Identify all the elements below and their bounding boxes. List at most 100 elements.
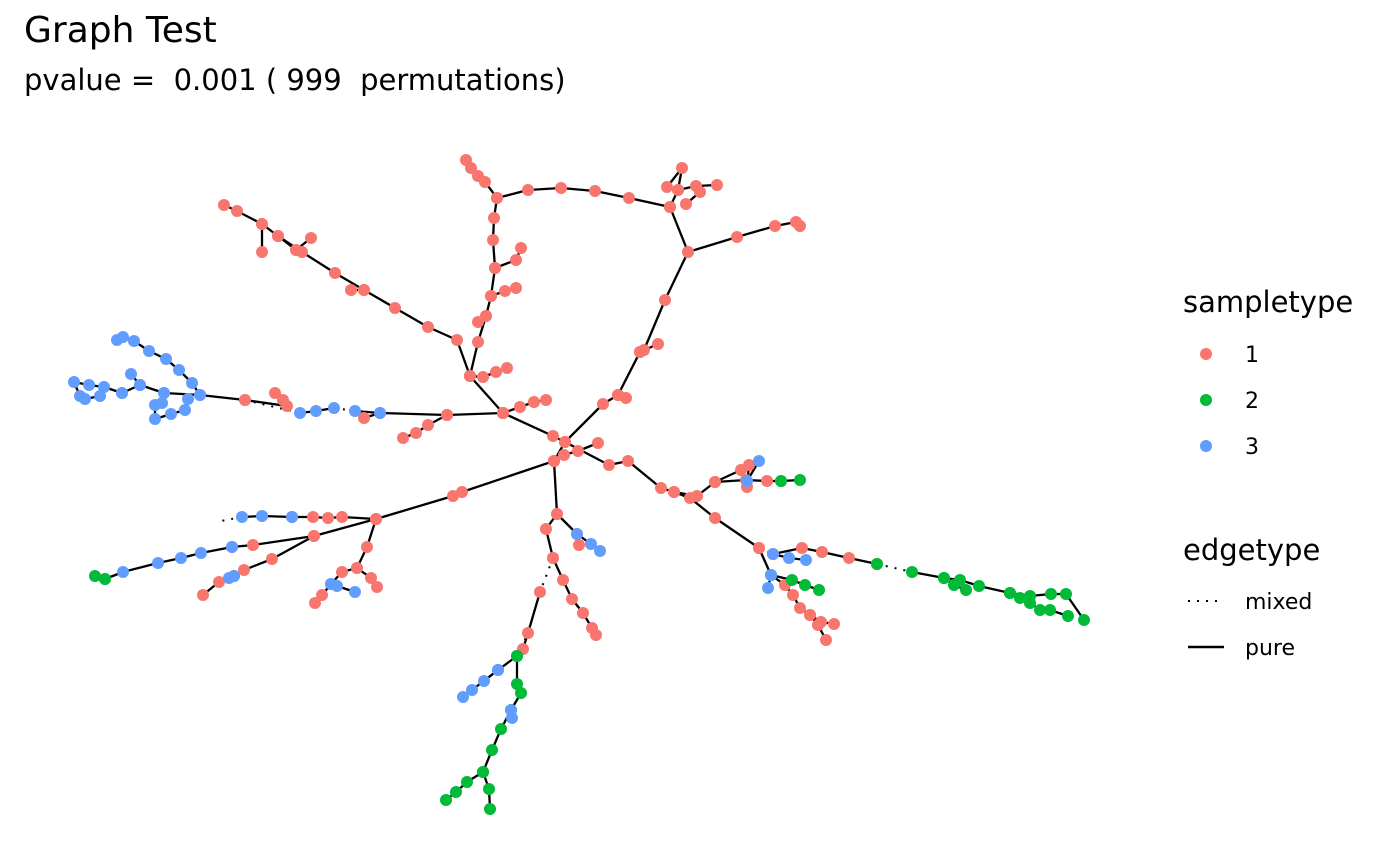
node-layer [68, 154, 1090, 815]
node-sampletype-1 [197, 589, 209, 601]
node-sampletype-3 [294, 407, 306, 419]
edge-pure [199, 393, 246, 402]
node-sampletype-1 [239, 394, 251, 406]
node-sampletype-2 [511, 650, 523, 662]
node-sampletype-1 [603, 459, 615, 471]
node-sampletype-1 [510, 254, 522, 266]
node-sampletype-3 [165, 408, 177, 420]
chart-title: Graph Test [24, 10, 217, 51]
node-sampletype-1 [307, 511, 319, 523]
node-sampletype-3 [753, 455, 765, 467]
node-sampletype-1 [269, 387, 281, 399]
node-sampletype-3 [286, 511, 298, 523]
node-sampletype-1 [743, 459, 755, 471]
node-sampletype-3 [506, 712, 518, 724]
node-sampletype-1 [272, 230, 284, 242]
node-sampletype-1 [472, 170, 484, 182]
node-sampletype-3 [143, 345, 155, 357]
node-sampletype-1 [472, 336, 484, 348]
node-sampletype-3 [79, 393, 91, 405]
legend-label-1: 1 [1245, 343, 1259, 368]
edge-pure [313, 517, 377, 538]
node-sampletype-2 [495, 723, 507, 735]
node-sampletype-3 [175, 552, 187, 564]
node-sampletype-1 [358, 284, 370, 296]
node-sampletype-1 [329, 267, 341, 279]
node-sampletype-3 [478, 675, 490, 687]
node-sampletype-2 [477, 766, 489, 778]
edge-pure [502, 411, 554, 438]
node-sampletype-1 [622, 455, 634, 467]
node-sampletype-3 [328, 402, 340, 414]
node-sampletype-1 [451, 334, 463, 346]
node-sampletype-3 [374, 407, 386, 419]
node-sampletype-2 [799, 579, 811, 591]
node-sampletype-2 [1044, 604, 1056, 616]
node-sampletype-1 [345, 284, 357, 296]
edge-pure [668, 206, 690, 253]
node-sampletype-1 [682, 246, 694, 258]
node-sampletype-1 [256, 218, 268, 230]
node-sampletype-1 [336, 566, 348, 578]
node-sampletype-1 [477, 371, 489, 383]
edge-pure [627, 460, 662, 489]
legend-key-2 [1200, 394, 1212, 406]
node-sampletype-1 [623, 192, 635, 204]
node-sampletype-3 [457, 691, 469, 703]
node-sampletype-2 [1078, 614, 1090, 626]
node-sampletype-1 [694, 186, 706, 198]
node-sampletype-1 [231, 205, 243, 217]
node-sampletype-1 [709, 476, 721, 488]
node-sampletype-1 [472, 316, 484, 328]
node-sampletype-3 [762, 582, 774, 594]
node-sampletype-3 [226, 541, 238, 553]
node-sampletype-1 [514, 401, 526, 413]
node-sampletype-1 [551, 508, 563, 520]
edge-pure [628, 196, 671, 209]
node-sampletype-1 [213, 576, 225, 588]
node-sampletype-2 [89, 570, 101, 582]
node-sampletype-1 [389, 302, 401, 314]
node-sampletype-1 [691, 490, 703, 502]
node-sampletype-1 [655, 482, 667, 494]
edge-pure [736, 224, 776, 239]
node-sampletype-1 [668, 486, 680, 498]
legend-key-1 [1200, 348, 1212, 360]
edge-pure [379, 411, 448, 417]
node-sampletype-1 [540, 394, 552, 406]
node-sampletype-1 [316, 589, 328, 601]
node-sampletype-3 [117, 566, 129, 578]
edge-pure [552, 460, 559, 515]
node-sampletype-1 [573, 539, 585, 551]
node-sampletype-1 [351, 562, 363, 574]
node-sampletype-3 [160, 353, 172, 365]
node-sampletype-1 [336, 511, 348, 523]
node-sampletype-2 [99, 573, 111, 585]
node-sampletype-1 [794, 602, 806, 614]
node-sampletype-1 [497, 407, 509, 419]
node-sampletype-2 [486, 744, 498, 756]
edge-pure [461, 459, 555, 494]
node-sampletype-1 [266, 553, 278, 565]
node-sampletype-2 [1004, 587, 1016, 599]
node-sampletype-1 [510, 282, 522, 294]
node-sampletype-3 [179, 404, 191, 416]
node-sampletype-3 [116, 387, 128, 399]
node-sampletype-1 [558, 449, 570, 461]
node-sampletype-1 [365, 572, 377, 584]
legend-title-edgetype: edgetype [1183, 533, 1320, 567]
node-sampletype-1 [652, 338, 664, 350]
edge-pure [455, 339, 472, 377]
node-sampletype-3 [149, 399, 161, 411]
node-sampletype-3 [152, 557, 164, 569]
node-sampletype-1 [661, 181, 673, 193]
node-sampletype-1 [557, 574, 569, 586]
node-sampletype-3 [194, 389, 206, 401]
node-sampletype-2 [871, 558, 883, 570]
node-sampletype-3 [349, 586, 361, 598]
node-sampletype-3 [310, 405, 322, 417]
legend-label-2: 2 [1245, 389, 1259, 414]
node-sampletype-1 [796, 542, 808, 554]
node-sampletype-1 [547, 552, 559, 564]
